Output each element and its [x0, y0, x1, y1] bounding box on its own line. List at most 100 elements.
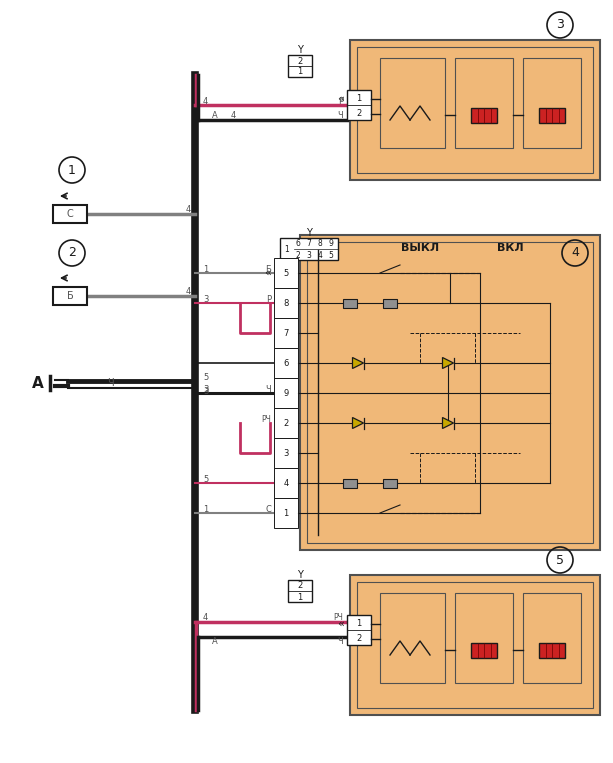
Text: 5: 5	[203, 475, 208, 484]
Text: РЧ: РЧ	[261, 414, 271, 423]
Text: 5: 5	[283, 269, 289, 278]
Bar	[288, 580, 312, 602]
Text: 2: 2	[68, 246, 76, 259]
Bar	[274, 258, 298, 288]
Text: 4: 4	[318, 250, 322, 259]
Bar	[307, 242, 593, 543]
Text: Б: Б	[265, 265, 271, 273]
Bar	[53, 205, 87, 223]
Bar	[274, 468, 298, 498]
Text: 3: 3	[283, 449, 289, 458]
Text: 1: 1	[203, 504, 208, 513]
Bar	[347, 615, 371, 645]
Text: 8: 8	[318, 240, 322, 249]
Text: А: А	[212, 636, 218, 645]
Text: 7: 7	[306, 240, 311, 249]
Text: Ч: Ч	[107, 378, 113, 388]
Text: 4: 4	[571, 246, 579, 259]
Polygon shape	[443, 358, 454, 369]
Text: 5: 5	[556, 553, 564, 566]
Bar	[383, 298, 397, 307]
Text: 9: 9	[329, 240, 333, 249]
Text: 2: 2	[356, 634, 362, 643]
Text: 6: 6	[283, 359, 289, 368]
Bar	[280, 238, 338, 260]
Text: 2: 2	[297, 581, 303, 591]
Text: 3: 3	[203, 295, 208, 304]
Bar	[455, 58, 513, 148]
Text: Ч: Ч	[337, 111, 343, 121]
Text: 2: 2	[297, 56, 303, 66]
Text: 1: 1	[203, 265, 208, 273]
Text: 9: 9	[283, 388, 289, 398]
Text: 1: 1	[297, 593, 303, 601]
Bar	[471, 642, 497, 658]
Text: 7: 7	[283, 329, 289, 337]
Bar	[539, 108, 565, 123]
Text: 4: 4	[186, 205, 191, 214]
Bar	[288, 55, 312, 77]
Bar	[274, 408, 298, 438]
Bar	[523, 593, 581, 683]
Bar	[343, 478, 357, 488]
Text: А: А	[32, 375, 44, 391]
Text: 4: 4	[203, 613, 208, 623]
Text: РЧ: РЧ	[333, 613, 343, 623]
Text: Р: Р	[266, 295, 271, 304]
Text: 2: 2	[295, 250, 300, 259]
Polygon shape	[352, 358, 364, 369]
Bar	[347, 90, 371, 120]
Bar	[300, 235, 600, 550]
Text: 3: 3	[556, 18, 564, 31]
Text: «: «	[337, 619, 344, 629]
Text: 1: 1	[356, 94, 362, 103]
Bar	[383, 478, 397, 488]
Polygon shape	[443, 417, 454, 429]
Bar	[53, 287, 87, 305]
Text: 1: 1	[356, 619, 362, 628]
Bar	[274, 378, 298, 408]
Bar	[274, 288, 298, 318]
Bar	[380, 58, 445, 148]
Text: 4: 4	[230, 111, 235, 121]
Text: 2: 2	[356, 109, 362, 118]
Text: Ч: Ч	[337, 636, 343, 645]
Text: 8: 8	[283, 298, 289, 307]
Text: «: «	[337, 94, 344, 104]
Bar	[455, 593, 513, 683]
Bar	[350, 575, 600, 715]
Text: 3: 3	[203, 385, 208, 394]
Text: Ч: Ч	[265, 385, 271, 394]
Text: А: А	[212, 111, 218, 121]
Text: 1: 1	[283, 508, 289, 517]
Text: ВЫКЛ: ВЫКЛ	[401, 243, 439, 253]
Text: Y: Y	[297, 45, 303, 55]
Bar	[274, 438, 298, 468]
Text: 3: 3	[306, 250, 311, 259]
Text: С: С	[265, 504, 271, 513]
Text: «: «	[264, 268, 271, 278]
Bar	[357, 47, 593, 173]
Polygon shape	[352, 417, 364, 429]
Bar	[471, 108, 497, 123]
Text: Р: Р	[338, 96, 343, 105]
Text: 1: 1	[68, 163, 76, 176]
Text: С: С	[67, 209, 74, 219]
Text: 5: 5	[203, 372, 208, 382]
Text: 4: 4	[186, 288, 191, 297]
Text: 2: 2	[283, 418, 289, 427]
Text: 5: 5	[329, 250, 333, 259]
Bar	[274, 348, 298, 378]
Bar	[274, 498, 298, 528]
Text: 4: 4	[283, 478, 289, 488]
Text: 3: 3	[203, 388, 208, 397]
Bar	[350, 40, 600, 180]
Text: Б: Б	[67, 291, 74, 301]
Bar	[343, 298, 357, 307]
Bar	[523, 58, 581, 148]
Bar	[539, 642, 565, 658]
Text: 4: 4	[203, 96, 208, 105]
Bar	[380, 593, 445, 683]
Text: Y: Y	[306, 228, 312, 238]
Text: ВКЛ: ВКЛ	[497, 243, 524, 253]
